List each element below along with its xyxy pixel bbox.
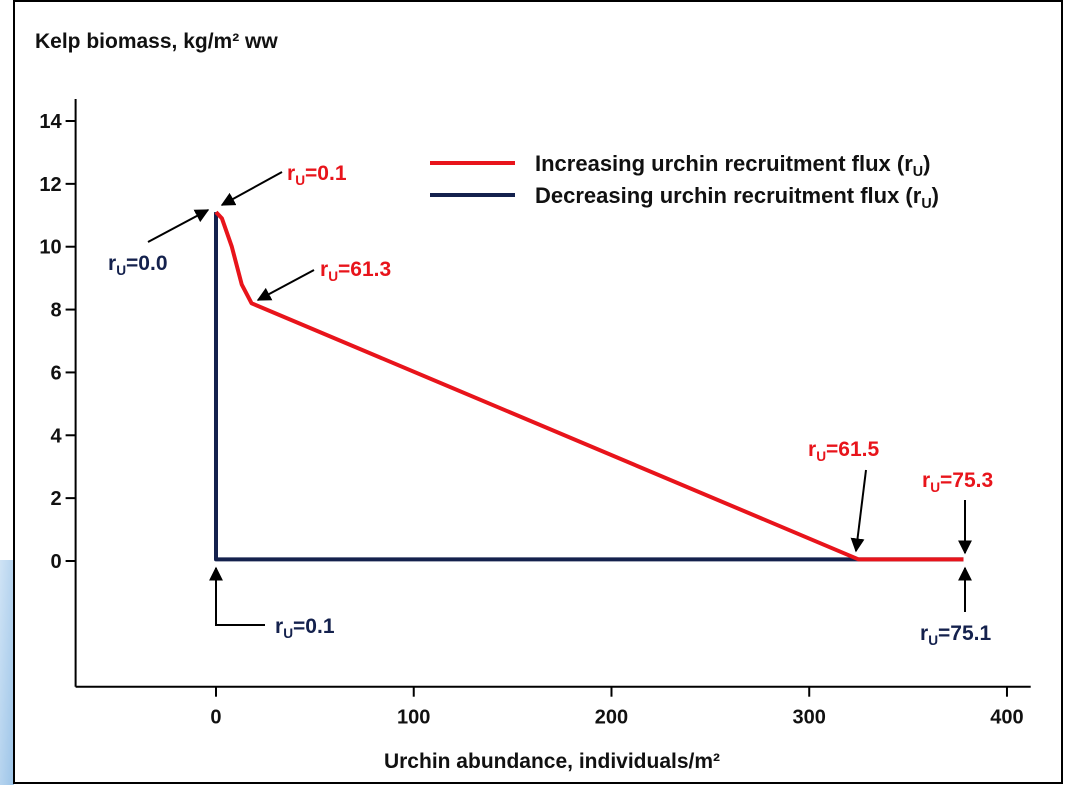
series-line [214, 210, 964, 562]
y-tick-label: 0 [50, 551, 61, 573]
annotation-arrow [147, 209, 210, 243]
annotation: rU=0.1 [287, 162, 347, 188]
y-axis-label: Kelp biomass, kg/m² ww [35, 30, 278, 53]
x-tick-label: 200 [595, 707, 628, 729]
annotation: rU=0.0 [108, 252, 168, 278]
legend-label: Decreasing urchin recruitment flux (rU) [535, 183, 939, 212]
x-tick-label: 100 [397, 707, 430, 729]
y-tick-label: 4 [50, 425, 62, 447]
annotation-arrow [209, 566, 265, 626]
x-tick-label: 400 [990, 707, 1023, 729]
legend-label: Increasing urchin recruitment flux (rU) [535, 151, 930, 180]
annotation-arrow [256, 269, 315, 301]
annotation: rU=61.3 [320, 258, 391, 284]
annotation: rU=61.5 [808, 438, 880, 464]
annotation: rU=0.1 [275, 615, 335, 641]
y-tick-label: 12 [39, 174, 61, 196]
y-tick-label: 6 [50, 362, 61, 384]
y-tick-label: 14 [39, 111, 62, 133]
annotation-arrow [850, 469, 867, 553]
x-tick-label: 300 [793, 707, 826, 729]
series-line [213, 212, 964, 562]
x-tick-label: 0 [210, 707, 221, 729]
y-tick-label: 10 [39, 237, 61, 259]
frame [13, 0, 1063, 784]
y-tick-label: 8 [50, 300, 61, 322]
background-accent [0, 560, 14, 785]
annotation: rU=75.3 [922, 469, 993, 495]
annotation-arrow [220, 171, 283, 206]
annotation: rU=75.1 [920, 622, 992, 648]
y-tick-label: 2 [50, 488, 61, 510]
x-axis-label: Urchin abundance, individuals/m² [384, 750, 720, 773]
